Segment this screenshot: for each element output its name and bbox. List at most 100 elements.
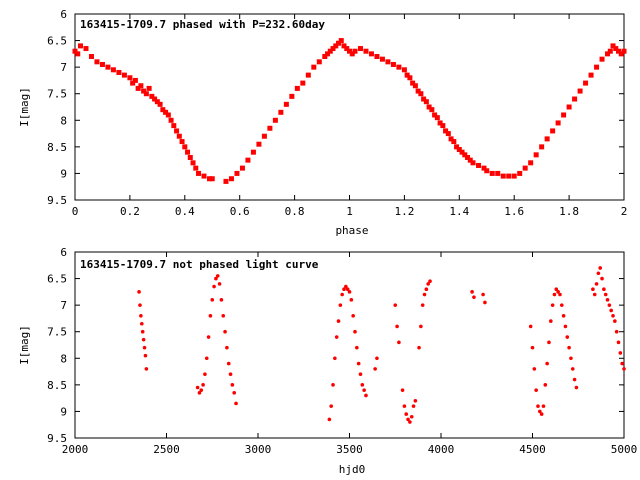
data-point <box>311 64 317 70</box>
data-point <box>545 361 549 366</box>
data-point <box>570 367 575 371</box>
data-point <box>594 64 600 70</box>
data-point <box>467 157 473 163</box>
data-point <box>174 128 180 134</box>
y-tick-label: 6 <box>60 246 67 259</box>
data-point <box>212 284 216 289</box>
data-point <box>379 56 385 62</box>
data-point <box>141 337 146 342</box>
data-point <box>620 361 624 366</box>
data-point <box>476 162 482 168</box>
data-point <box>329 404 334 408</box>
data-point <box>356 361 361 366</box>
data-point <box>363 48 369 54</box>
data-point <box>538 409 542 414</box>
y-tick-label: 9.5 <box>47 194 67 207</box>
data-point <box>116 69 122 75</box>
x-tick-label: 0.4 <box>175 205 195 218</box>
data-point <box>555 120 561 126</box>
data-point <box>351 313 355 318</box>
data-point <box>426 282 430 286</box>
data-point <box>532 367 537 371</box>
data-point <box>472 295 476 299</box>
data-point <box>228 176 234 182</box>
data-point <box>550 303 555 307</box>
chart-title: 163415-1709.7 not phased light curve <box>80 258 319 271</box>
data-point <box>616 48 622 54</box>
data-point <box>358 372 363 377</box>
data-point <box>406 417 410 422</box>
data-point <box>88 54 94 60</box>
data-point <box>614 329 619 334</box>
data-point <box>594 282 599 286</box>
data-point <box>364 393 368 398</box>
data-point <box>352 48 358 54</box>
data-point <box>390 61 396 67</box>
data-point <box>424 287 429 292</box>
data-point <box>141 88 147 94</box>
data-point <box>132 77 138 83</box>
data-point <box>256 141 262 147</box>
data-point <box>533 152 539 158</box>
x-tick-label: 3000 <box>245 443 272 456</box>
data-point <box>613 46 619 52</box>
data-point <box>197 391 202 395</box>
x-tick-label: 1.2 <box>394 205 414 218</box>
data-point <box>300 80 306 86</box>
data-point <box>149 93 155 99</box>
data-point <box>230 383 235 387</box>
data-point <box>588 72 594 78</box>
y-tick-label: 7.5 <box>47 88 67 101</box>
data-point <box>420 303 425 307</box>
data-point <box>142 345 147 350</box>
data-point <box>121 72 127 78</box>
data-point <box>484 168 490 174</box>
data-point <box>418 91 424 97</box>
data-point <box>411 404 416 408</box>
data-point <box>511 173 517 179</box>
data-point <box>565 335 570 339</box>
data-point <box>316 59 322 65</box>
data-point <box>204 356 209 361</box>
data-point <box>342 287 346 292</box>
data-point <box>196 170 202 176</box>
y-axis-label: I[mag] <box>18 87 31 127</box>
data-point <box>99 61 105 67</box>
data-point <box>234 401 238 406</box>
data-point <box>395 324 399 329</box>
data-point <box>423 99 429 105</box>
data-point <box>110 67 116 73</box>
x-tick-label: 4000 <box>428 443 455 456</box>
data-point <box>261 133 267 139</box>
data-point <box>440 123 446 129</box>
data-point <box>611 313 615 318</box>
x-tick-label: 4500 <box>519 443 546 456</box>
data-point <box>396 64 402 70</box>
data-point <box>607 303 612 307</box>
data-point <box>465 154 471 160</box>
data-point <box>187 154 193 160</box>
data-point <box>165 112 171 118</box>
data-point <box>448 136 454 142</box>
y-tick-label: 7.5 <box>47 326 67 339</box>
data-point <box>344 284 348 289</box>
x-tick-label: 1 <box>346 205 353 218</box>
data-point <box>349 298 354 302</box>
data-point <box>410 80 416 86</box>
data-point <box>143 91 149 97</box>
data-point <box>160 107 166 113</box>
data-point <box>214 276 218 281</box>
y-tick-label: 7 <box>60 299 67 312</box>
data-point <box>355 345 359 350</box>
axis-ticks: 2000 2500 3000 3500 4000 4500 5000 6 6.5 7 7.5 8 8.5… <box>47 246 637 456</box>
data-point <box>569 356 573 361</box>
data-point <box>577 88 583 94</box>
x-tick-label: 1.4 <box>449 205 469 218</box>
data-point <box>234 170 240 176</box>
data-point <box>228 372 233 377</box>
data-point <box>543 383 548 387</box>
unphased-light-curve-panel: 163415-1709.7 not phased light curve hjd… <box>18 246 637 476</box>
data-point <box>294 85 300 91</box>
data-point <box>345 287 350 292</box>
